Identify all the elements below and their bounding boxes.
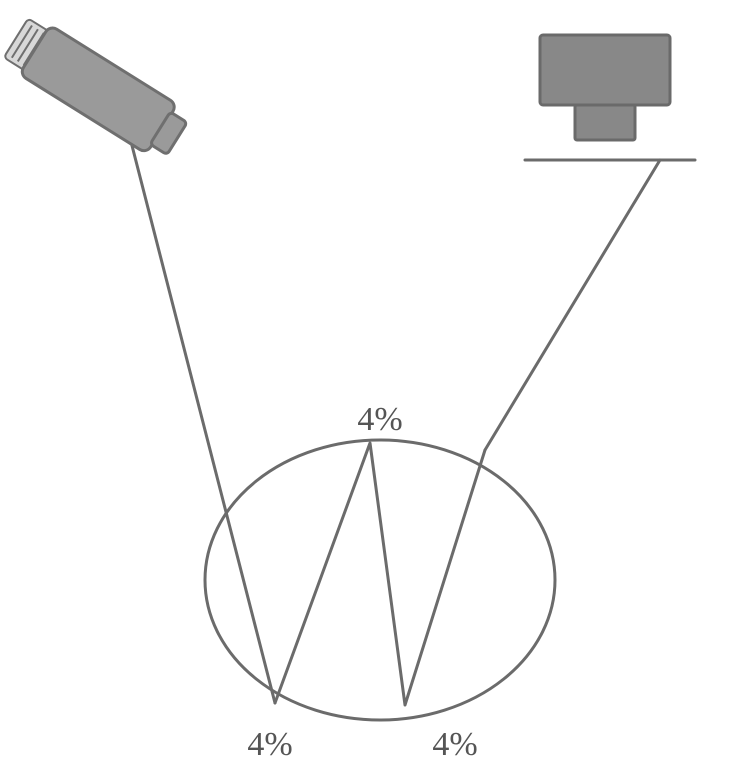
camera-icon [1, 13, 193, 163]
detector-ray-line [485, 160, 660, 450]
reflectance-label-top: 4% [357, 401, 402, 438]
detector-top-icon [540, 35, 670, 105]
camera-ray-line [128, 130, 275, 703]
sample-ellipse [205, 440, 555, 720]
reflectance-label-left: 4% [247, 726, 292, 763]
detector-bottom-icon [575, 105, 635, 140]
detector-icon [540, 35, 670, 140]
diagram-canvas: 4% 4% 4% [0, 0, 731, 763]
inner-reflection-path [275, 443, 485, 705]
camera-body-icon [19, 25, 177, 154]
reflectance-label-right: 4% [432, 726, 477, 763]
